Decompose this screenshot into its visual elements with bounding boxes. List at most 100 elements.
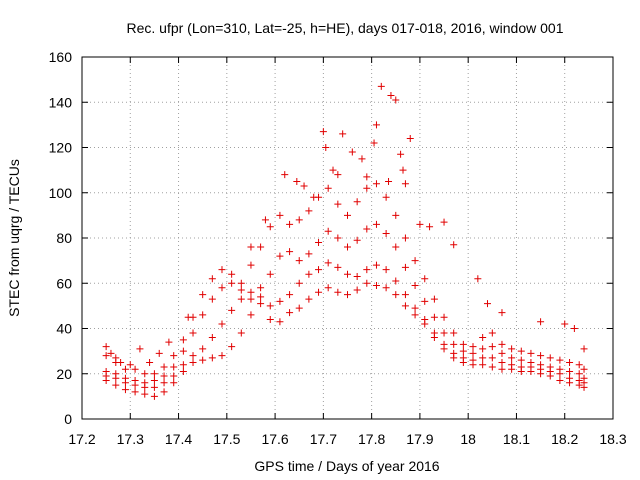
data-point — [141, 390, 149, 398]
data-point — [136, 345, 144, 353]
data-point — [218, 320, 226, 328]
data-point — [348, 148, 356, 156]
data-point — [459, 347, 467, 355]
data-point — [556, 356, 564, 364]
data-point — [392, 277, 400, 285]
data-point — [527, 349, 535, 357]
data-point — [392, 211, 400, 219]
data-point — [353, 236, 361, 244]
data-point — [141, 370, 149, 378]
x-tick-label: 17.4 — [165, 431, 192, 447]
data-point — [218, 352, 226, 360]
data-point — [469, 349, 477, 357]
data-point — [334, 171, 342, 179]
x-tick-label: 18.2 — [551, 431, 578, 447]
data-point — [228, 279, 236, 287]
data-point — [575, 377, 583, 385]
data-point — [300, 182, 308, 190]
data-point — [121, 386, 129, 394]
x-tick-label: 18.3 — [599, 431, 626, 447]
data-point — [237, 295, 245, 303]
data-point — [295, 216, 303, 224]
data-point — [141, 379, 149, 387]
data-point — [469, 356, 477, 364]
data-point — [112, 354, 120, 362]
data-point — [247, 288, 255, 296]
plot-frame — [81, 56, 614, 420]
x-tick-label: 17.2 — [68, 431, 95, 447]
data-point — [566, 358, 574, 366]
data-point — [286, 291, 294, 299]
data-point — [102, 352, 110, 360]
data-point — [353, 272, 361, 280]
data-point — [199, 345, 207, 353]
data-point — [527, 358, 535, 366]
data-point — [310, 193, 318, 201]
data-point — [150, 392, 158, 400]
data-point — [324, 284, 332, 292]
data-point — [406, 134, 414, 142]
data-point — [363, 266, 371, 274]
data-point — [170, 363, 178, 371]
data-point — [334, 288, 342, 296]
data-point — [450, 241, 458, 249]
data-point — [179, 367, 187, 375]
data-point — [411, 257, 419, 265]
data-point — [479, 361, 487, 369]
data-point — [322, 144, 330, 151]
x-tick-label: 17.6 — [261, 431, 288, 447]
data-point — [146, 358, 154, 366]
data-point — [150, 370, 158, 378]
data-point — [537, 352, 545, 360]
data-point — [121, 374, 129, 382]
data-point — [247, 243, 255, 251]
data-point — [450, 340, 458, 348]
x-tick-label: 17.7 — [310, 431, 337, 447]
data-point — [324, 227, 332, 235]
grid-lines — [82, 57, 613, 419]
data-point — [179, 336, 187, 344]
data-point — [165, 338, 173, 346]
data-point — [450, 349, 458, 357]
data-point — [199, 311, 207, 319]
y-tick-label: 120 — [49, 140, 73, 156]
x-tick-label: 18.1 — [503, 431, 530, 447]
data-point — [126, 361, 134, 369]
data-point — [150, 383, 158, 391]
data-point — [556, 365, 564, 373]
data-point — [160, 379, 168, 387]
data-point — [411, 282, 419, 290]
x-tick-label: 17.8 — [358, 431, 385, 447]
data-point — [382, 266, 390, 274]
data-point — [344, 211, 351, 219]
data-point — [266, 223, 274, 231]
data-point — [377, 82, 385, 90]
data-point — [440, 313, 448, 321]
data-point — [479, 345, 487, 353]
data-point — [372, 261, 380, 269]
data-point — [131, 388, 139, 396]
data-point — [488, 343, 496, 351]
data-point — [179, 361, 187, 369]
data-point — [382, 193, 390, 201]
data-point — [184, 313, 192, 321]
data-point — [363, 225, 371, 233]
data-point — [257, 243, 265, 251]
data-point — [208, 275, 216, 283]
x-tick-label: 18 — [460, 431, 476, 447]
data-point — [131, 377, 139, 385]
x-tick-label: 17.3 — [117, 431, 144, 447]
data-point — [517, 347, 525, 355]
data-point — [479, 354, 487, 362]
data-point — [459, 340, 467, 348]
data-point — [324, 259, 332, 267]
data-point — [488, 329, 496, 337]
data-point — [570, 325, 578, 332]
data-point — [397, 150, 405, 158]
data-point — [305, 250, 313, 258]
data-point — [416, 220, 424, 228]
axis-ticks — [81, 56, 614, 420]
x-axis-label: GPS time / Days of year 2016 — [254, 458, 439, 474]
data-point — [286, 248, 294, 256]
